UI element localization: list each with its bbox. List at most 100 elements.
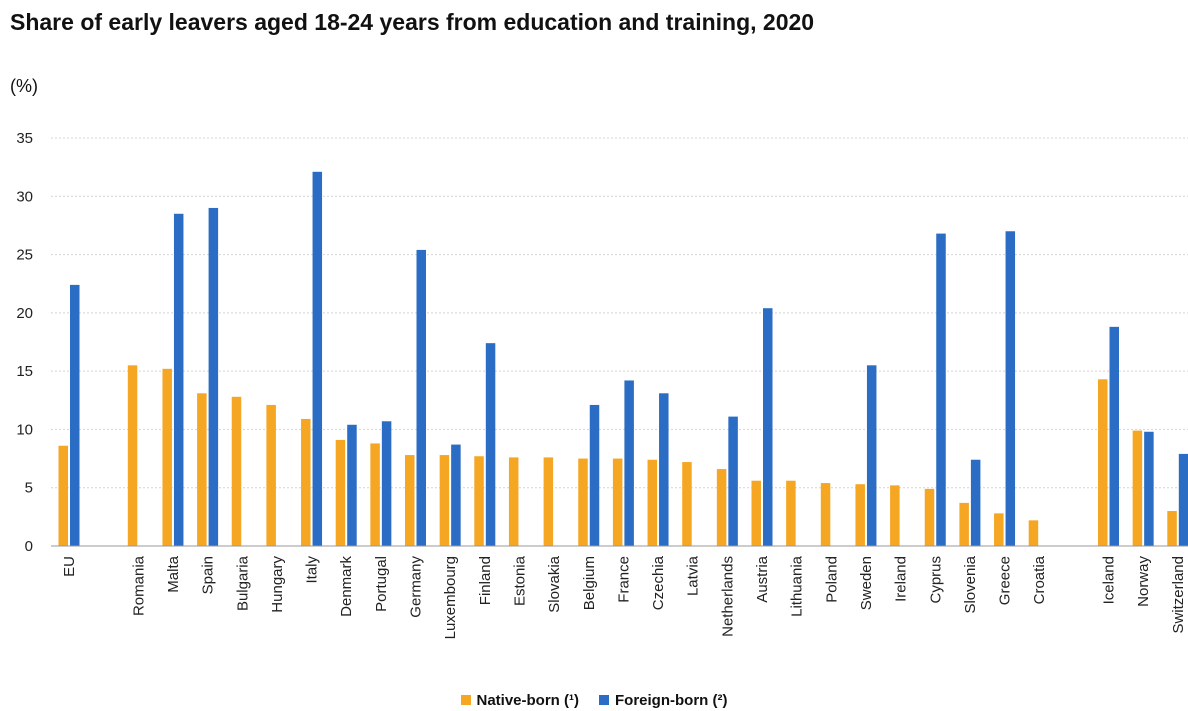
bars [58, 171, 1188, 547]
bar-native [58, 445, 68, 546]
y-tick-label: 35 [16, 130, 33, 147]
bar-foreign [451, 444, 461, 546]
bar-foreign [763, 308, 773, 546]
chart-title: Share of early leavers aged 18-24 years … [10, 9, 815, 35]
bar-foreign [970, 459, 981, 546]
bar-native [508, 457, 519, 546]
bar-native [162, 368, 172, 546]
legend-item-foreign: Foreign-born (²) [599, 692, 727, 709]
bar-foreign [624, 380, 634, 546]
bar-native [543, 457, 554, 546]
legend-swatch-native [460, 695, 471, 705]
bar-native [197, 393, 207, 546]
category-label: Czechia [650, 555, 667, 610]
bar-foreign [208, 207, 219, 546]
bar-foreign [1144, 431, 1154, 546]
bar-native [1132, 430, 1143, 546]
bar-native [1167, 511, 1177, 546]
bar-native [1098, 379, 1108, 546]
unit-label: (%) [10, 76, 38, 96]
legend-item-native: Native-born (¹) [460, 691, 580, 709]
bar-foreign [416, 249, 426, 546]
category-label: Romania [130, 555, 147, 616]
bar-native [439, 455, 450, 546]
bar-native [1028, 520, 1039, 546]
bar-chart: 0 5 10 15 20 25 30 35 EU Romania Malta Spain Bulgar… [16, 130, 1188, 639]
bar-native [890, 485, 900, 546]
bar-native [474, 456, 484, 546]
y-tick-label: 30 [16, 188, 33, 205]
bar-native [751, 480, 761, 546]
bar-foreign [485, 343, 496, 546]
bar-foreign [1005, 231, 1016, 546]
bar-native [266, 404, 276, 546]
category-label: Iceland [1101, 556, 1118, 604]
gridlines [51, 137, 1188, 489]
y-tick-label: 15 [16, 363, 33, 380]
y-tick-label: 10 [16, 421, 33, 438]
category-label: Slovakia [546, 555, 563, 612]
category-label: Latvia [685, 555, 702, 596]
bar-native [924, 488, 935, 546]
category-label: Lithuania [789, 555, 806, 617]
category-label: Netherlands [719, 556, 736, 637]
category-label: Cyprus [927, 556, 944, 604]
y-tick-label: 20 [16, 305, 33, 322]
y-tick-label: 5 [25, 480, 33, 497]
category-label: Belgium [581, 556, 598, 610]
bar-foreign [312, 171, 323, 546]
category-label: Ireland [893, 556, 910, 602]
category-label: Malta [165, 555, 182, 592]
category-labels: EU Romania Malta Spain Bulgaria Hungary Italy D… [61, 555, 1187, 639]
category-label: Italy [304, 556, 321, 584]
bar-native [959, 502, 969, 546]
category-label: Greece [997, 556, 1014, 605]
y-tick-label: 0 [25, 538, 33, 555]
bar-foreign [1109, 326, 1119, 546]
category-label: Bulgaria [234, 555, 251, 611]
category-label: EU [61, 556, 78, 577]
bar-native [370, 443, 380, 546]
bar-foreign [381, 421, 392, 546]
legend-swatch-foreign [599, 695, 609, 705]
bar-native [301, 418, 311, 546]
category-label: Spain [200, 556, 217, 594]
bar-foreign [173, 213, 184, 546]
category-label: Estonia [511, 555, 528, 606]
category-label: Denmark [338, 556, 355, 617]
category-label: Sweden [858, 556, 875, 610]
bar-native [994, 513, 1004, 546]
category-label: Slovenia [962, 555, 979, 613]
category-label: Portugal [373, 556, 390, 612]
bar-native [231, 396, 242, 546]
bar-native [855, 484, 865, 546]
bar-foreign [866, 365, 877, 546]
bar-foreign [728, 416, 738, 546]
category-label: France [615, 556, 632, 603]
bar-native [578, 458, 588, 546]
legend-label-foreign: Foreign-born (²) [615, 691, 728, 709]
category-label: Finland [477, 556, 494, 605]
bar-native [612, 458, 623, 546]
bar-foreign [70, 284, 80, 546]
bar-native [716, 469, 727, 546]
bar-native [335, 439, 346, 546]
category-label: Switzerland [1170, 556, 1187, 634]
bar-foreign [1178, 453, 1188, 546]
category-label: Germany [408, 556, 425, 618]
category-label: Luxembourg [442, 556, 459, 639]
legend: Native-born (¹) Foreign-born (²) [0, 690, 1188, 710]
bar-native [820, 483, 831, 546]
axis: 0 5 10 15 20 25 30 35 [16, 130, 1188, 555]
bar-native [647, 459, 658, 546]
y-tick-label: 25 [16, 247, 33, 264]
bar-foreign [347, 424, 357, 546]
bar-native [127, 365, 138, 546]
bar-foreign [589, 404, 600, 546]
category-label: Norway [1135, 556, 1152, 607]
legend-label-native: Native-born (¹) [476, 691, 580, 709]
category-label: Poland [823, 556, 840, 603]
bar-native [405, 455, 415, 546]
bar-foreign [936, 233, 946, 547]
bar-foreign [659, 393, 669, 546]
